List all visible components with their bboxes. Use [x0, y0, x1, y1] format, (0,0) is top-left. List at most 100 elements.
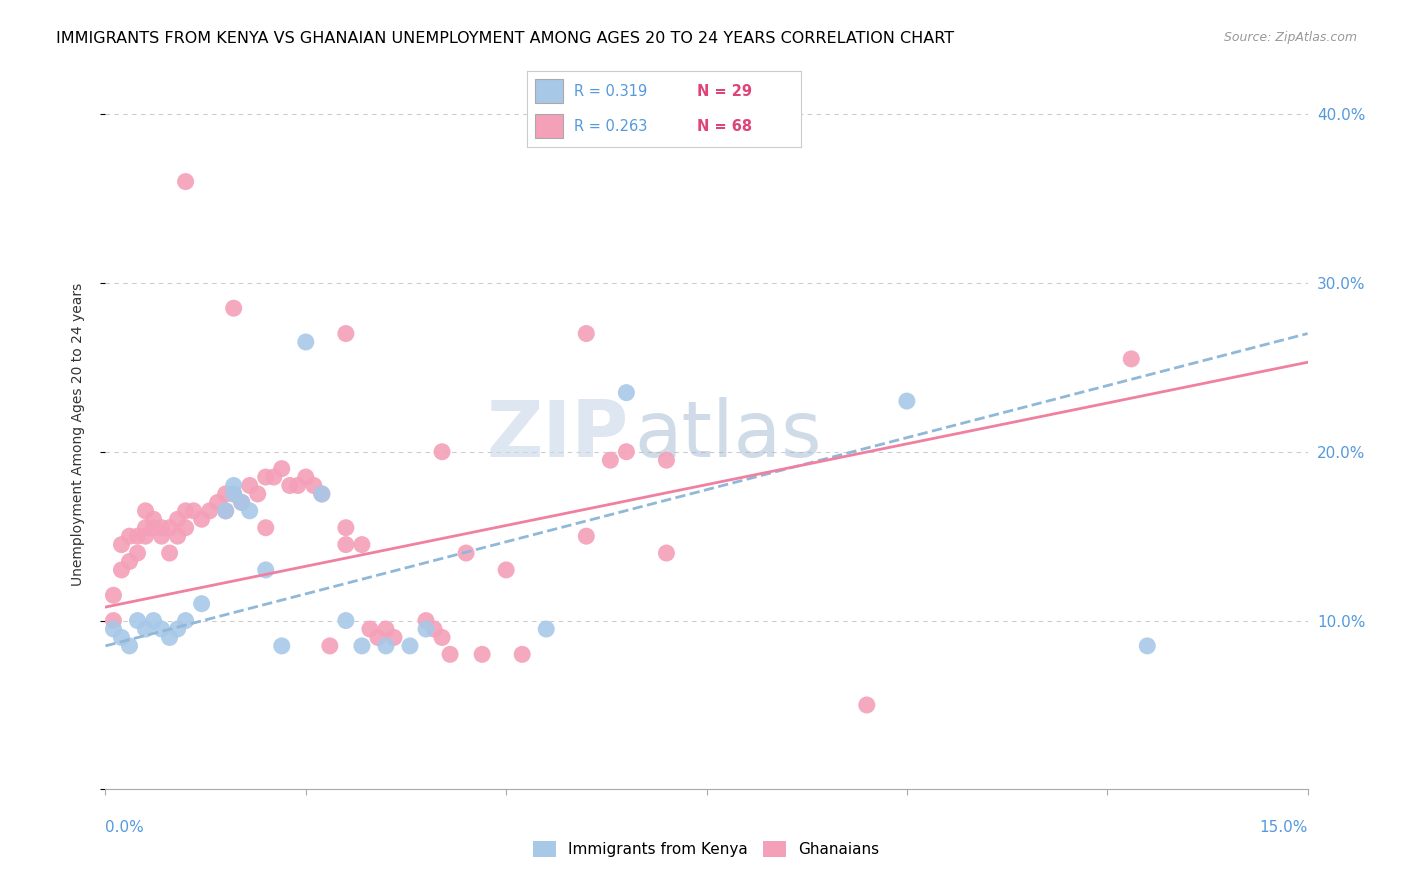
Text: ZIP: ZIP: [486, 397, 628, 473]
Point: [534, 622, 557, 636]
Point: [127, 614, 149, 628]
Point: [295, 470, 318, 484]
Point: [423, 622, 446, 636]
Point: [118, 639, 141, 653]
Text: 15.0%: 15.0%: [1260, 821, 1308, 835]
Point: [135, 504, 157, 518]
Point: [150, 622, 173, 636]
Point: [142, 521, 165, 535]
Point: [270, 639, 292, 653]
Point: [335, 614, 357, 628]
Point: [174, 521, 197, 535]
Point: [287, 478, 309, 492]
Point: [190, 512, 212, 526]
Point: [278, 478, 301, 492]
Point: [103, 588, 125, 602]
Point: [382, 631, 405, 645]
Point: [231, 495, 253, 509]
Point: [159, 631, 181, 645]
Point: [311, 487, 333, 501]
Point: [359, 622, 381, 636]
Point: [254, 563, 277, 577]
Point: [319, 639, 342, 653]
Point: [198, 504, 221, 518]
Point: [575, 326, 598, 341]
Legend: Immigrants from Kenya, Ghanaians: Immigrants from Kenya, Ghanaians: [527, 835, 886, 863]
Point: [142, 614, 165, 628]
Point: [103, 614, 125, 628]
Point: [350, 639, 373, 653]
Point: [110, 631, 132, 645]
Point: [254, 470, 277, 484]
Point: [616, 385, 638, 400]
Point: [430, 444, 453, 458]
Point: [311, 487, 333, 501]
Point: [222, 478, 245, 492]
Point: [127, 546, 149, 560]
Point: [246, 487, 269, 501]
Text: R = 0.319: R = 0.319: [574, 85, 647, 99]
Point: [174, 614, 197, 628]
Point: [616, 444, 638, 458]
Point: [454, 546, 477, 560]
Point: [183, 504, 205, 518]
Point: [471, 648, 494, 662]
Point: [174, 504, 197, 518]
Text: Source: ZipAtlas.com: Source: ZipAtlas.com: [1223, 31, 1357, 45]
Point: [270, 461, 292, 475]
Point: [415, 622, 437, 636]
Point: [575, 529, 598, 543]
Point: [896, 394, 918, 409]
Point: [118, 529, 141, 543]
Point: [135, 622, 157, 636]
Point: [295, 334, 318, 349]
Point: [1121, 351, 1143, 366]
Point: [159, 521, 181, 535]
Y-axis label: Unemployment Among Ages 20 to 24 years: Unemployment Among Ages 20 to 24 years: [70, 284, 84, 586]
Point: [335, 521, 357, 535]
Point: [222, 301, 245, 316]
Point: [399, 639, 422, 653]
Point: [239, 504, 262, 518]
Point: [150, 521, 173, 535]
Text: N = 29: N = 29: [697, 85, 752, 99]
Point: [239, 478, 262, 492]
Point: [135, 521, 157, 535]
Point: [231, 495, 253, 509]
Point: [127, 529, 149, 543]
Point: [430, 631, 453, 645]
Point: [302, 478, 325, 492]
Point: [150, 529, 173, 543]
Point: [599, 453, 621, 467]
Point: [103, 622, 125, 636]
Text: 0.0%: 0.0%: [105, 821, 145, 835]
Point: [110, 538, 132, 552]
Point: [214, 504, 236, 518]
Point: [142, 512, 165, 526]
Point: [214, 504, 236, 518]
Point: [1136, 639, 1159, 653]
Text: IMMIGRANTS FROM KENYA VS GHANAIAN UNEMPLOYMENT AMONG AGES 20 TO 24 YEARS CORRELA: IMMIGRANTS FROM KENYA VS GHANAIAN UNEMPL…: [56, 31, 955, 46]
Point: [190, 597, 212, 611]
Point: [367, 631, 389, 645]
Point: [415, 614, 437, 628]
Point: [135, 529, 157, 543]
Point: [655, 453, 678, 467]
Point: [855, 698, 877, 712]
Point: [439, 648, 461, 662]
Point: [166, 512, 188, 526]
Point: [214, 487, 236, 501]
Text: N = 68: N = 68: [697, 120, 752, 134]
Text: atlas: atlas: [634, 397, 823, 473]
Point: [510, 648, 533, 662]
Point: [222, 487, 245, 501]
Point: [263, 470, 285, 484]
Point: [335, 538, 357, 552]
Point: [374, 622, 398, 636]
Point: [222, 487, 245, 501]
Point: [166, 622, 188, 636]
Point: [254, 521, 277, 535]
Point: [335, 326, 357, 341]
Point: [159, 546, 181, 560]
Point: [174, 175, 197, 189]
